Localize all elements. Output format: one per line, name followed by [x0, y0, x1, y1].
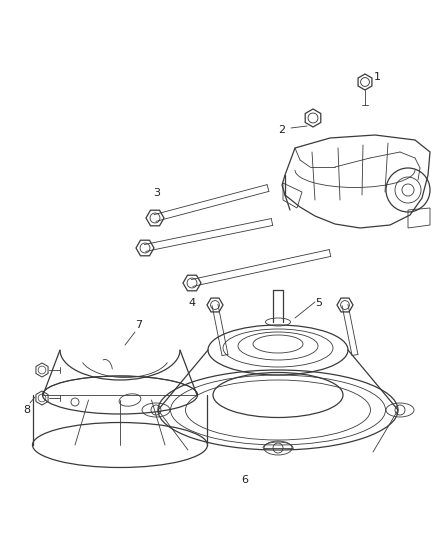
Text: 4: 4 [188, 298, 195, 308]
Text: 5: 5 [315, 298, 322, 308]
Text: 2: 2 [278, 125, 285, 135]
Text: 1: 1 [374, 72, 381, 82]
Text: 7: 7 [135, 320, 142, 330]
Text: 3: 3 [153, 188, 160, 198]
Text: 8: 8 [23, 405, 30, 415]
Text: 6: 6 [241, 475, 248, 485]
